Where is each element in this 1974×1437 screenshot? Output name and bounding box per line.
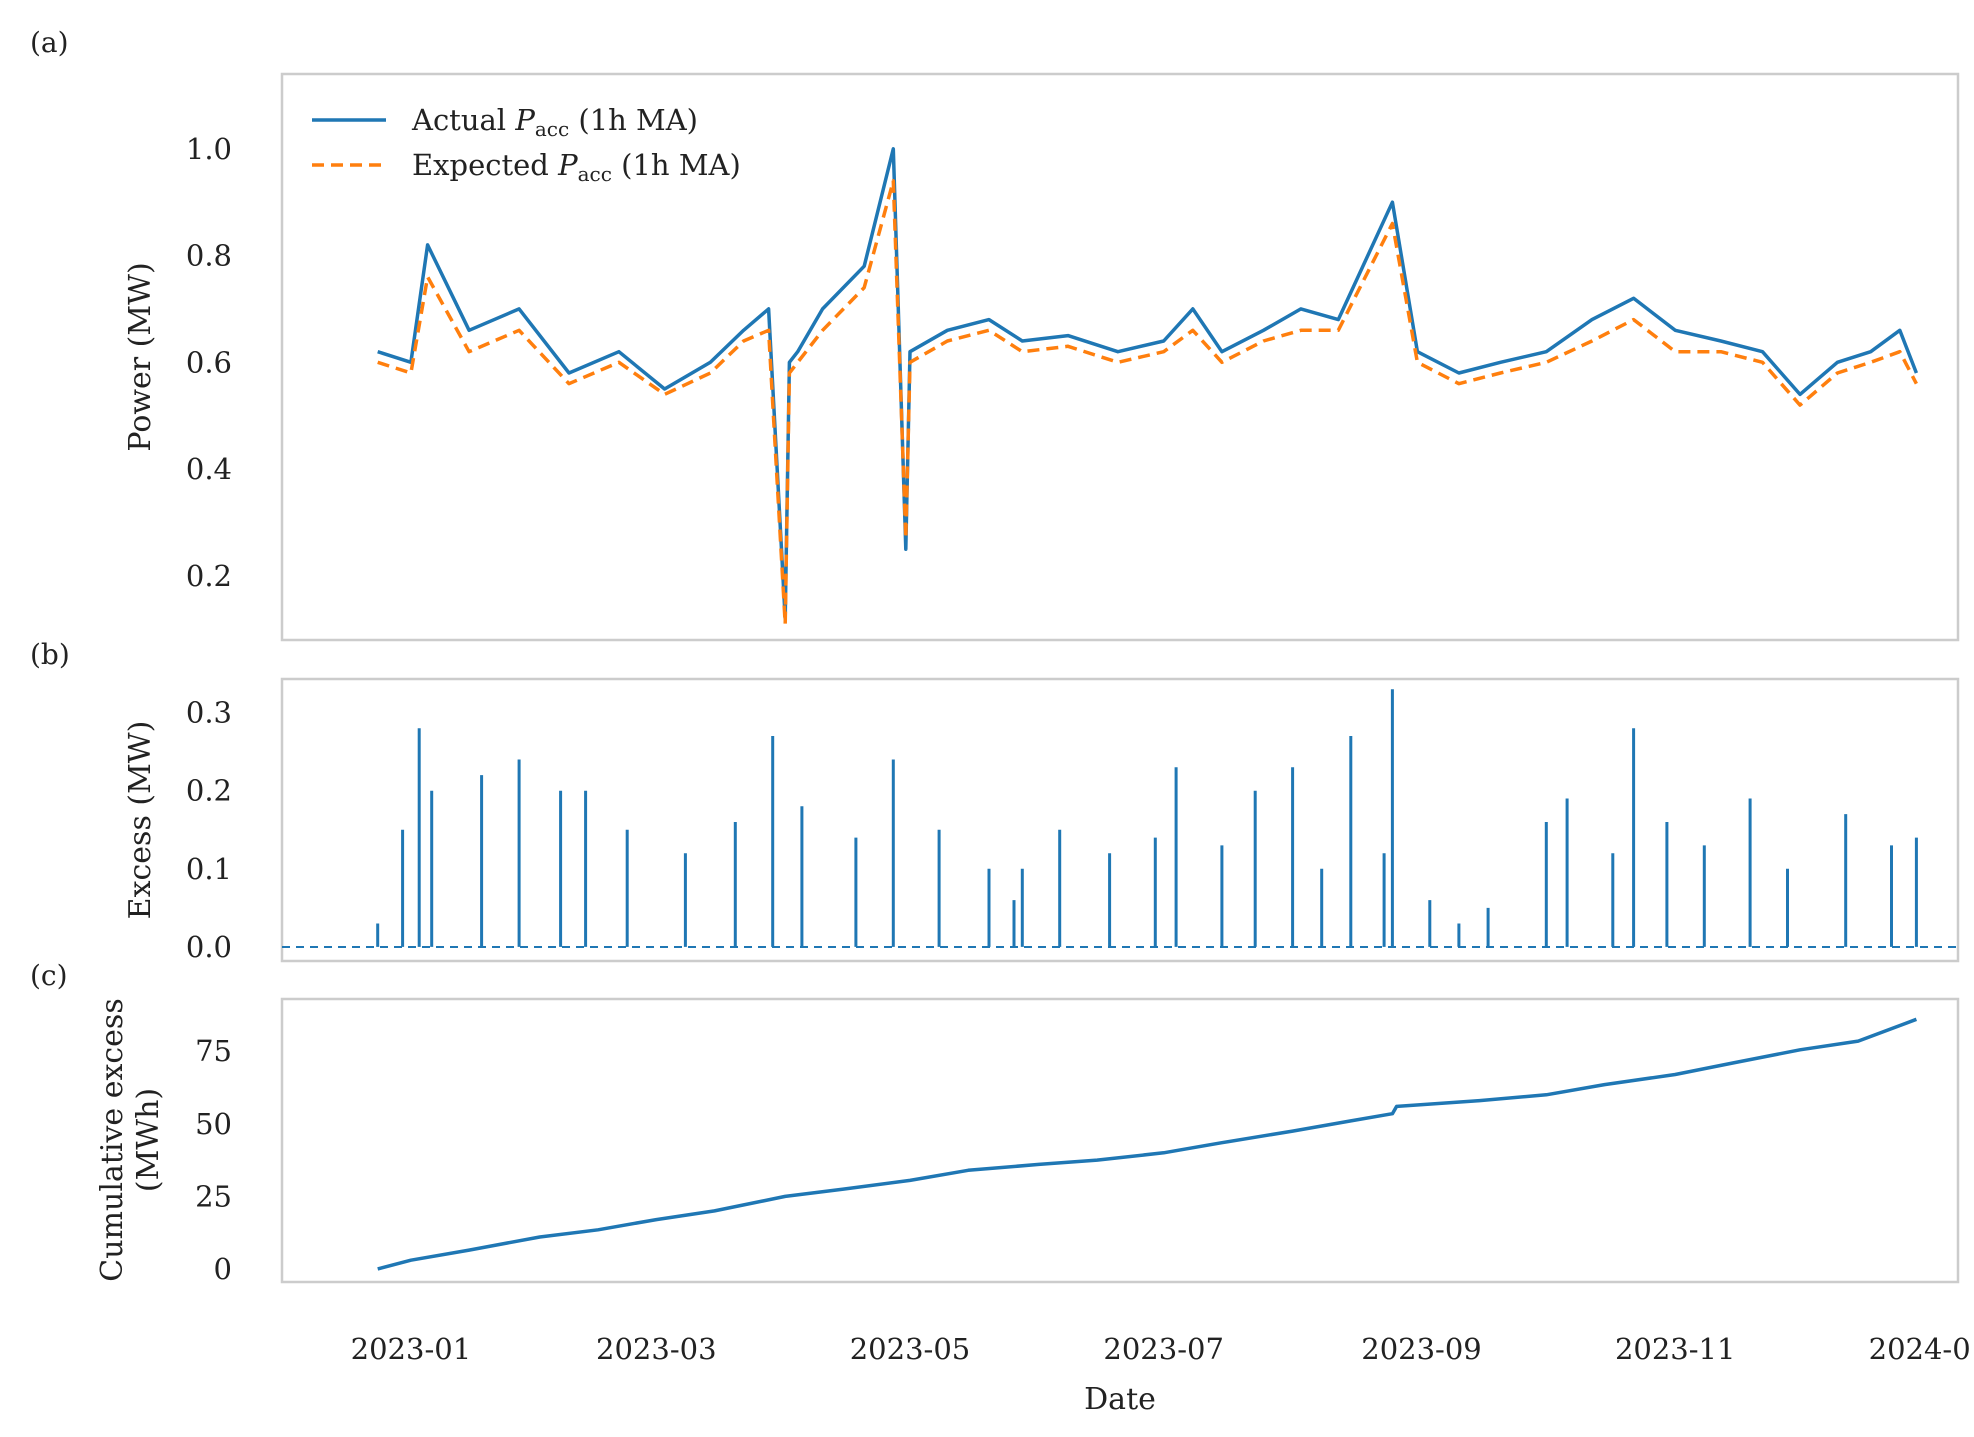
x-tick-label: 2023-03 (596, 1332, 717, 1366)
series-line-a-0 (377, 147, 1919, 621)
panel-c-cumulative: 0 25 50 75 Cumulative excess (MWh) (95, 997, 1960, 1286)
panel-a-frame (280, 72, 1960, 642)
panel-c-y-ticks: 0 25 50 75 (195, 1034, 232, 1286)
y-tick-label: 0.3 (186, 696, 232, 730)
panel-c-ylabel-line2: (MWh) (131, 1088, 166, 1192)
y-tick-label: 0 (214, 1252, 232, 1286)
x-tick-label: 2024-01 (1869, 1332, 1974, 1366)
y-tick-label: 50 (195, 1107, 232, 1141)
y-tick-label: 1.0 (186, 132, 232, 166)
y-tick-label: 0.1 (186, 852, 232, 886)
legend-label-actual: Actual Pacc (1h MA) (411, 103, 698, 141)
y-tick-label: 75 (195, 1034, 232, 1068)
x-tick-label: 2023-11 (1615, 1332, 1736, 1366)
panel-b-excess: 0.0 0.1 0.2 0.3 Excess (MW) (123, 677, 1960, 964)
panel-b-frame (280, 677, 1960, 963)
panel-a-y-ticks: 0.2 0.4 0.6 0.8 1.0 (186, 132, 232, 593)
y-tick-label: 25 (195, 1179, 232, 1213)
y-tick-label: 0.0 (186, 930, 232, 964)
panel-b-series (282, 689, 1958, 948)
x-tick-label: 2023-01 (351, 1332, 472, 1366)
panel-a-series (377, 147, 1919, 626)
x-tick-label: 2023-07 (1103, 1332, 1224, 1366)
x-tick-label: 2023-05 (850, 1332, 971, 1366)
y-tick-label: 0.8 (186, 239, 232, 273)
panel-b-ylabel: Excess (MW) (123, 721, 158, 920)
panel-label-c: (c) (30, 959, 68, 992)
panel-b-y-ticks: 0.0 0.1 0.2 0.3 (186, 696, 232, 964)
panel-a-power: 0.2 0.4 0.6 0.8 1.0 Power (MW) Actual Pacc (… (123, 72, 1960, 642)
legend: Actual Pacc (1h MA) Expected Pacc (1h MA… (312, 103, 741, 186)
series-line-b-0 (376, 689, 1918, 947)
legend-label-expected: Expected Pacc (1h MA) (412, 148, 741, 186)
x-axis-ticks: 2023-01 2023-03 2023-05 2023-07 2023-09 2023-… (351, 1332, 1974, 1366)
y-tick-label: 0.2 (186, 559, 232, 593)
panel-c-series (377, 1017, 1918, 1271)
panel-label-b: (b) (30, 638, 70, 671)
series-line-c-0 (377, 1017, 1918, 1271)
series-line-a-1 (377, 179, 1918, 626)
y-tick-label: 0.2 (186, 774, 232, 808)
y-tick-label: 0.4 (186, 452, 232, 486)
x-tick-label: 2023-09 (1361, 1332, 1482, 1366)
panel-label-a: (a) (30, 26, 69, 59)
x-axis-label: Date (1084, 1382, 1156, 1417)
panel-a-ylabel: Power (MW) (123, 262, 158, 451)
panel-c-ylabel-line1: Cumulative excess (95, 998, 130, 1281)
y-tick-label: 0.6 (186, 345, 232, 379)
